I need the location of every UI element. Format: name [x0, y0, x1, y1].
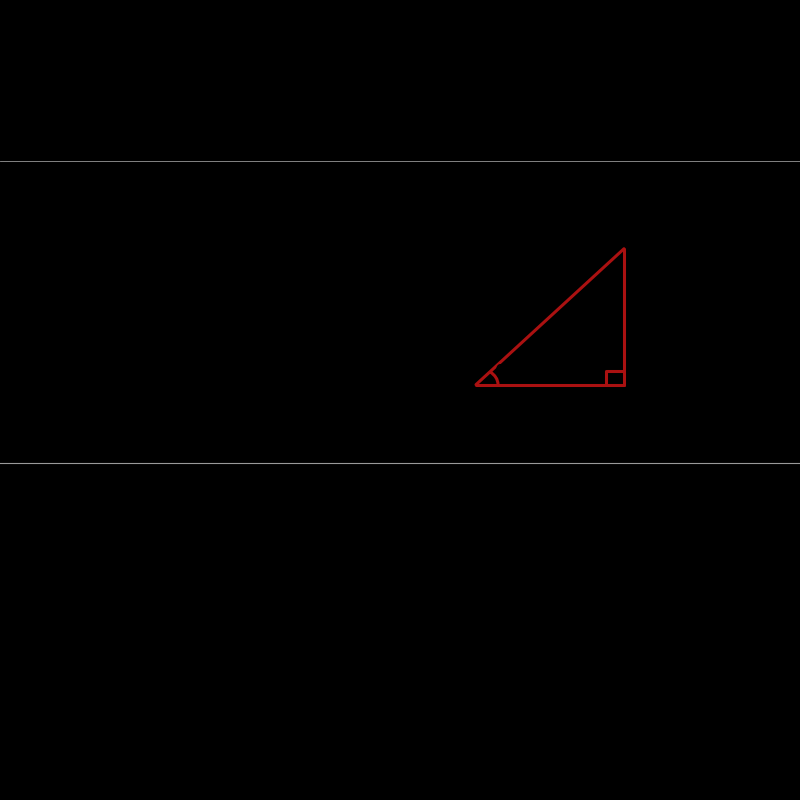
- Text: Find the exact expressions for: Find the exact expressions for: [20, 224, 339, 244]
- Text: sin θ: sin θ: [189, 224, 245, 244]
- Text: c: c: [523, 291, 533, 309]
- Text: ,: ,: [259, 224, 266, 244]
- Text: θ: θ: [494, 363, 506, 382]
- Text: tan θ: tan θ: [42, 269, 102, 289]
- Bar: [63, 490, 148, 538]
- Text: b: b: [642, 306, 654, 324]
- Text: a: a: [542, 397, 554, 414]
- Text: (Simplify your answer.): (Simplify your answer.): [20, 559, 260, 579]
- Text: ,: ,: [218, 224, 232, 244]
- Text: cos θ: cos θ: [230, 224, 290, 244]
- Text: and: and: [20, 269, 66, 289]
- Text: cos (90 – θ): cos (90 – θ): [39, 505, 173, 525]
- Text: .: .: [72, 269, 78, 289]
- Text: sin θ =: sin θ =: [20, 505, 100, 525]
